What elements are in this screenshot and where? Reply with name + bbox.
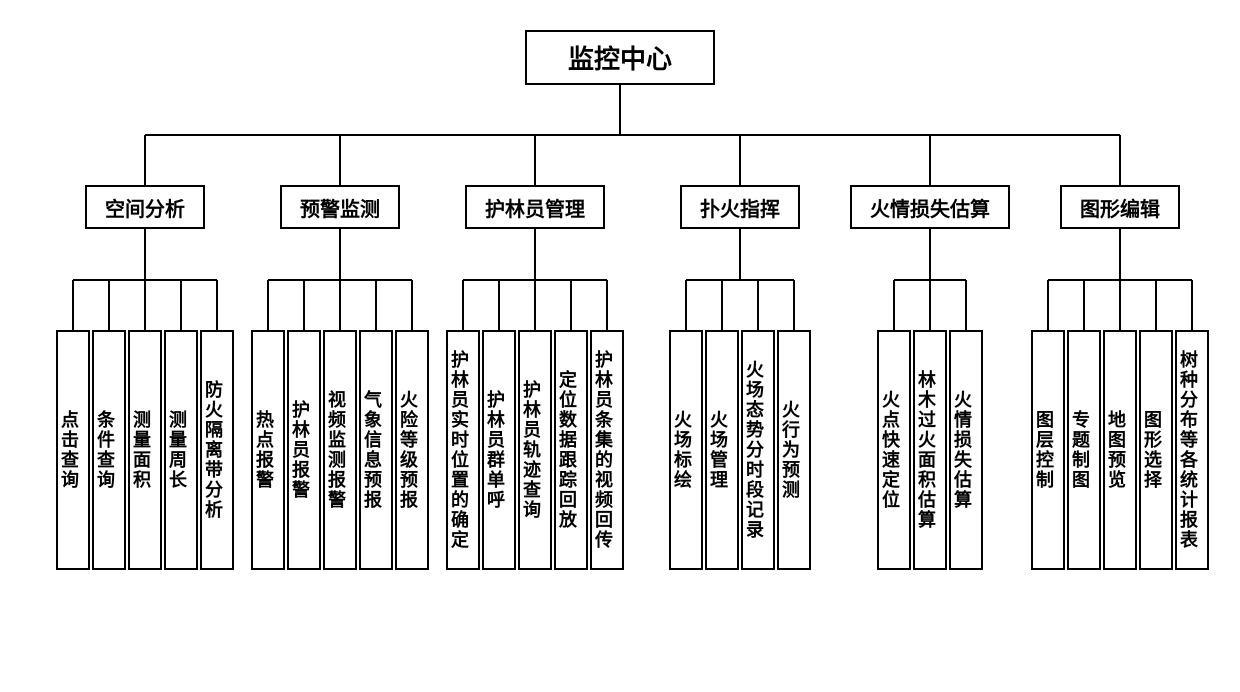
leaf-loss-2: 火情损失估算 <box>949 330 983 570</box>
leaf-spatial-2: 测量面积 <box>128 330 162 570</box>
leaf-loss-1: 林木过火面积估算 <box>913 330 947 570</box>
leaf-command-0: 火场标绘 <box>669 330 703 570</box>
leaf-spatial-3: 测量周长 <box>164 330 198 570</box>
group-ranger: 护林员管理 <box>465 185 605 229</box>
leaf-ranger-0: 护林员实时位置的确定 <box>446 330 480 570</box>
leaf-ranger-1: 护林员群单呼 <box>482 330 516 570</box>
leaf-ranger-4: 护林员条集的视频回传 <box>590 330 624 570</box>
leaf-spatial-1: 条件查询 <box>92 330 126 570</box>
root-node: 监控中心 <box>525 30 715 85</box>
group-spatial: 空间分析 <box>85 185 205 229</box>
leaf-ranger-2: 护林员轨迹查询 <box>518 330 552 570</box>
leaf-warning-2: 视频监测报警 <box>323 330 357 570</box>
leaf-graphic-0: 图层控制 <box>1031 330 1065 570</box>
group-command: 扑火指挥 <box>680 185 800 229</box>
leaf-ranger-3: 定位数据跟踪回放 <box>554 330 588 570</box>
group-loss: 火情损失估算 <box>850 185 1010 229</box>
leaf-command-3: 火行为预测 <box>777 330 811 570</box>
leaf-graphic-2: 地图预览 <box>1103 330 1137 570</box>
leaf-command-2: 火场态势分时段记录 <box>741 330 775 570</box>
leaf-warning-4: 火险等级预报 <box>395 330 429 570</box>
leaf-graphic-1: 专题制图 <box>1067 330 1101 570</box>
leaf-warning-3: 气象信息预报 <box>359 330 393 570</box>
leaf-spatial-4: 防火隔离带分析 <box>200 330 234 570</box>
leaf-spatial-0: 点击查询 <box>56 330 90 570</box>
leaf-warning-1: 护林员报警 <box>287 330 321 570</box>
leaf-command-1: 火场管理 <box>705 330 739 570</box>
leaf-warning-0: 热点报警 <box>251 330 285 570</box>
leaf-loss-0: 火点快速定位 <box>877 330 911 570</box>
group-graphic: 图形编辑 <box>1060 185 1180 229</box>
leaf-graphic-3: 图形选择 <box>1139 330 1173 570</box>
group-warning: 预警监测 <box>280 185 400 229</box>
leaf-graphic-4: 树种分布等各统计报表 <box>1175 330 1209 570</box>
